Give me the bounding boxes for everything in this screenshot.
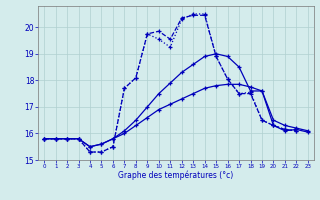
X-axis label: Graphe des températures (°c): Graphe des températures (°c) bbox=[118, 171, 234, 180]
